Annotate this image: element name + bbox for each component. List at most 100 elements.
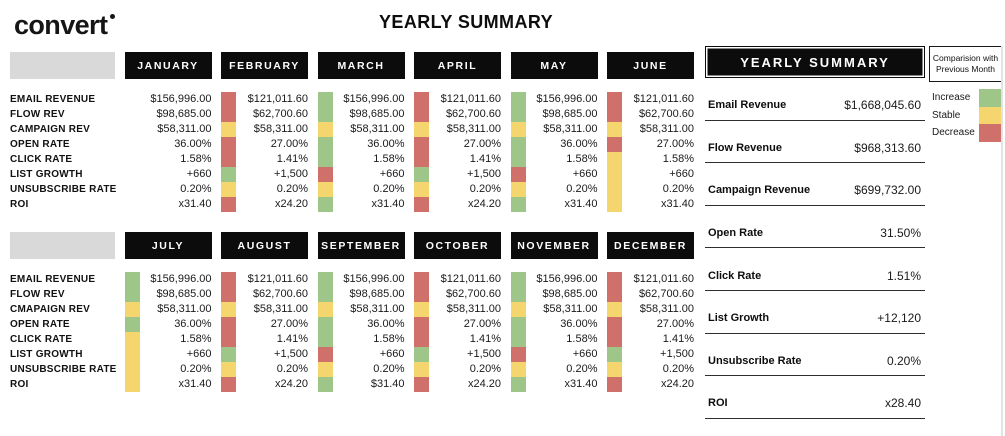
month-cell-december: +1,500 — [607, 347, 694, 362]
metric-value: $156,996.00 — [536, 273, 598, 285]
metric-row: CMAPAIGN REV $58,311.00 $58,311.00 $58,311.… — [10, 302, 694, 317]
comparison-indicator-increase — [510, 317, 526, 332]
comparison-indicator-increase — [317, 137, 333, 152]
metric-value: x24.20 — [660, 378, 694, 390]
month-cell-july: +660 — [124, 347, 212, 362]
legend-label: Decrease — [932, 127, 975, 139]
metric-label: EMAIL REVENUE — [10, 274, 96, 285]
metric-value: $58,311.00 — [350, 303, 405, 315]
month-cell-march: 1.58% — [317, 152, 405, 167]
summary-row: Campaign Revenue $699,732.00 — [705, 163, 925, 206]
metric-value: 1.41% — [662, 333, 694, 345]
month-cell-november: $58,311.00 — [510, 302, 598, 317]
comparison-indicator-decrease — [221, 137, 236, 152]
summary-metric-value: 31.50% — [880, 226, 921, 241]
summary-metric-label: Click Rate — [708, 269, 762, 282]
comparison-indicator-increase — [510, 332, 526, 347]
month-cell-october: +1,500 — [414, 347, 501, 362]
month-header-february: FEBRUARY — [221, 52, 308, 79]
month-cell-march: $58,311.00 — [317, 122, 405, 137]
legend-swatch-decrease — [979, 124, 1001, 142]
month-cell-february: 1.41% — [221, 152, 308, 167]
metric-label: EMAIL REVENUE — [10, 94, 96, 105]
month-cell-august: 27.00% — [221, 317, 308, 332]
metric-value: $121,011.60 — [247, 93, 308, 105]
month-cell-november: +660 — [510, 347, 598, 362]
comparison-indicator-stable — [414, 182, 429, 197]
metric-row: UNSUBSCRIBE RATE 0.20% 0.20% 0.20% 0.20% 0.20… — [10, 362, 694, 377]
comparison-indicator-increase — [510, 107, 526, 122]
metric-value: $58,311.00 — [543, 303, 598, 315]
metric-value: x31.40 — [660, 198, 694, 210]
metric-value: $58,311.00 — [639, 123, 694, 135]
table-header-row: JULY AUGUST SEPTEMBER OCTOBER NOVEMBER DECEMB… — [10, 232, 694, 259]
metric-label: OPEN RATE — [10, 319, 70, 330]
comparison-indicator-stable — [607, 182, 622, 197]
comparison-indicator-decrease — [607, 287, 622, 302]
month-cell-june: 27.00% — [607, 137, 694, 152]
comparison-indicator-stable — [607, 152, 622, 167]
metric-row: CLICK RATE 1.58% 1.41% 1.58% 1.41% 1.58% 1.41% — [10, 332, 694, 347]
metric-value: 27.00% — [463, 138, 501, 150]
logo-dot-icon — [110, 14, 116, 19]
month-cell-january: x31.40 — [125, 197, 211, 212]
comparison-indicator-decrease — [221, 152, 236, 167]
month-cell-june: $62,700.60 — [607, 107, 694, 122]
metric-label: CMAPAIGN REV — [10, 304, 91, 315]
month-cell-august: +1,500 — [221, 347, 308, 362]
metric-value: 27.00% — [656, 138, 694, 150]
month-cell-july: $98,685.00 — [124, 287, 212, 302]
comparison-indicator-decrease — [414, 272, 429, 287]
metric-value: $98,685.00 — [349, 288, 405, 300]
comparison-indicator-none — [125, 137, 140, 152]
metric-row: UNSUBSCRIBE RATE 0.20% 0.20% 0.20% 0.20% 0.20… — [10, 182, 694, 197]
metric-value: +660 — [379, 348, 405, 360]
month-cell-november: 0.20% — [510, 362, 598, 377]
comparison-indicator-increase — [317, 92, 333, 107]
metric-value: 1.41% — [276, 153, 308, 165]
month-cell-september: $58,311.00 — [317, 302, 405, 317]
comparison-indicator-decrease — [414, 332, 429, 347]
metric-label: UNSUBSCRIBE RATE — [10, 364, 117, 375]
metric-value: 0.20% — [469, 183, 501, 195]
comparison-indicator-increase — [221, 167, 236, 182]
yearly-summary-header: YEARLY SUMMARY — [705, 46, 925, 78]
metric-value: +1,500 — [274, 348, 308, 360]
metric-row: CAMPAIGN REV $58,311.00 $58,311.00 $58,311.… — [10, 122, 694, 137]
comparison-indicator-increase — [510, 137, 526, 152]
metric-value: x24.20 — [467, 198, 501, 210]
comparison-indicator-decrease — [221, 107, 236, 122]
month-cell-june: x31.40 — [607, 197, 694, 212]
page-title: YEARLY SUMMARY — [379, 12, 553, 32]
metric-value: $98,685.00 — [349, 108, 405, 120]
metric-value: x31.40 — [564, 198, 598, 210]
metric-row: FLOW REV $98,685.00 $62,700.60 $98,685.00 $6… — [10, 287, 694, 302]
comparison-indicator-stable — [317, 182, 333, 197]
comparison-indicator-stable — [510, 302, 526, 317]
comparison-indicator-stable — [317, 302, 333, 317]
month-cell-march: $156,996.00 — [317, 92, 405, 107]
comparison-indicator-decrease — [414, 92, 429, 107]
comparison-indicator-decrease — [221, 377, 236, 392]
month-cell-may: 36.00% — [510, 137, 598, 152]
metric-value: x31.40 — [371, 198, 405, 210]
month-cell-may: $58,311.00 — [510, 122, 598, 137]
comparison-indicator-decrease — [414, 152, 429, 167]
metric-label: ROI — [10, 199, 29, 210]
month-cell-april: 0.20% — [414, 182, 501, 197]
metric-value: 36.00% — [174, 318, 212, 330]
metric-value: $121,011.60 — [440, 93, 501, 105]
comparison-indicator-increase — [510, 287, 526, 302]
month-cell-november: x31.40 — [510, 377, 598, 392]
metric-value: $58,311.00 — [157, 123, 212, 135]
month-cell-january: +660 — [125, 167, 212, 182]
month-cell-july: 36.00% — [124, 317, 212, 332]
metric-value: $62,700.60 — [638, 288, 694, 300]
metric-value: +1,500 — [274, 168, 308, 180]
summary-metric-label: Campaign Revenue — [708, 184, 811, 197]
month-cell-december: 1.41% — [607, 332, 694, 347]
comparison-indicator-increase — [221, 347, 236, 362]
metric-value: 0.20% — [276, 363, 308, 375]
month-cell-november: $98,685.00 — [510, 287, 598, 302]
